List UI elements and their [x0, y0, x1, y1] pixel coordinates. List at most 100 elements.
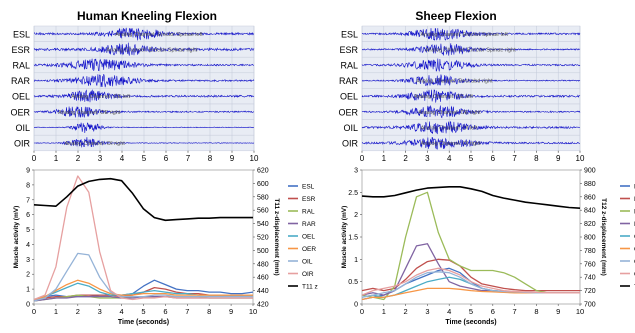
left-line-ytick-label: 3 [26, 257, 30, 264]
left-line-y2tick-label: 420 [257, 302, 269, 309]
left-line-series-oil [33, 252, 253, 302]
right-emg-signal-ral [361, 58, 581, 72]
right-line-series-oir [361, 267, 580, 296]
left-line-y2tick-label: 440 [257, 288, 269, 295]
right-line-xtick-label: 0 [360, 307, 364, 316]
right-emg-xtick-label: 2 [403, 154, 408, 163]
left-line-chart: 0123456789420440460480500520540560580600… [13, 168, 318, 327]
right-line-series-t12-z [361, 186, 581, 209]
right-line-xtick-label: 1 [382, 307, 386, 316]
left-emg-channel-label-oel: OEL [12, 92, 30, 102]
left-emg-xtick-label: 9 [230, 154, 235, 163]
right-line-ytick-label: 1.5 [348, 235, 358, 242]
left-emg-xtick-label: 1 [54, 154, 59, 163]
left-line-y2tick-label: 460 [257, 275, 269, 282]
left-line-xtick-label: 6 [163, 307, 167, 316]
left-emg-channel-annotation-oer: Analog Channel: OE right [58, 110, 121, 116]
right-line-y2tick-label: 880 [584, 181, 596, 188]
left-emg-signal-ral [33, 58, 255, 71]
right-emg-xtick-label: 8 [534, 154, 539, 163]
left-emg-xtick-label: 10 [250, 154, 259, 163]
right-line-xtick-label: 7 [513, 307, 517, 316]
left-emg-signal-esr [33, 42, 255, 56]
right-emg-channel-annotation-oir: Analog Channel: OI right [420, 141, 481, 147]
left-emg-signal-oel [33, 89, 255, 103]
left-line-y2tick-label: 580 [257, 194, 269, 201]
left-emg-title: Human Kneeling Flexion [77, 9, 217, 23]
left-line-xtick-label: 9 [229, 307, 233, 316]
right-emg-channel-label-oil: OIL [343, 123, 358, 133]
right-emg-xtick-label: 6 [491, 154, 496, 163]
left-line-legend-label: OEL [302, 234, 315, 241]
left-line-legend-label: OIR [302, 271, 314, 278]
left-line-ytick-label: 0 [26, 302, 30, 309]
left-line-legend-label: RAR [302, 221, 316, 228]
right-emg-signal-esr [362, 43, 581, 56]
left-line-xtick-label: 8 [207, 307, 211, 316]
right-emg-signal-esl [361, 28, 581, 41]
left-line-legend-label: ESL [302, 184, 315, 191]
left-line-ytick-label: 6 [26, 212, 30, 219]
left-line-ylabel: Muscle activity (mV) [13, 206, 20, 269]
left-line-ytick-label: 4 [26, 242, 30, 249]
left-line-legend-label: OIL [302, 259, 313, 266]
right-line-ytick-label: 0 [354, 302, 358, 309]
left-emg-xtick-label: 6 [164, 154, 169, 163]
left-emg-channel-annotation-esl: Analog Channel: Erector Spinae left [115, 32, 203, 38]
right-line-xtick-label: 5 [469, 307, 473, 316]
right-emg-xtick-label: 0 [360, 154, 365, 163]
right-emg-channel-label-esl: ESL [341, 29, 358, 39]
right-emg-signal-rar [361, 74, 581, 87]
left-line-y2tick-label: 520 [257, 235, 269, 242]
right-line-y2tick-label: 760 [584, 261, 596, 268]
left-emg-signal-esl [34, 27, 255, 41]
right-line-chart: 00.511.522.53700720740760780800820840860… [341, 168, 635, 327]
right-emg-xtick-label: 4 [447, 154, 452, 163]
right-line-ytick-label: 1 [354, 257, 358, 264]
right-line-ytick-label: 3 [354, 168, 358, 175]
right-line-y2tick-label: 700 [584, 302, 596, 309]
right-line-ytick-label: 2 [354, 212, 358, 219]
left-emg-xtick-label: 0 [32, 154, 37, 163]
right-line-xlabel: Time (seconds) [445, 319, 496, 326]
left-emg-xtick-label: 8 [208, 154, 213, 163]
right-line-ytick-label: 0.5 [348, 279, 358, 286]
left-line-xtick-label: 5 [141, 307, 145, 316]
right-emg-signal-oel [361, 89, 581, 103]
right-line-xtick-label: 10 [576, 307, 584, 316]
left-line-ytick-label: 2 [26, 272, 30, 279]
right-emg-xtick-label: 5 [469, 154, 474, 163]
left-emg-signal-rar [33, 74, 255, 88]
right-emg-xtick-label: 10 [576, 154, 585, 163]
left-line-y2tick-label: 500 [257, 248, 269, 255]
left-line-xtick-label: 1 [54, 307, 58, 316]
right-emg-channel-label-oel: OEL [340, 92, 358, 102]
right-emg-signal-oer [361, 104, 581, 119]
left-emg-channel-annotation-oir: Analog Channel: OI right [65, 141, 126, 147]
left-emg-xtick-label: 4 [120, 154, 125, 163]
left-line-ytick-label: 7 [26, 197, 30, 204]
right-line-y2tick-label: 720 [584, 288, 596, 295]
right-line-y2tick-label: 900 [584, 168, 596, 175]
left-emg-panel: ESL Analog Channel: Erector Spinae left ES… [10, 25, 259, 163]
right-emg-channel-annotation-oer: Analog Channel: OE right [418, 110, 481, 116]
left-emg-channel-annotation-esr: Analog Channel: Erector Spinae right [106, 47, 197, 53]
right-emg-panel: ESL Analog Channel: Erector Spinae left ES… [338, 25, 585, 163]
right-line-series-esr [361, 258, 580, 292]
right-emg-channel-annotation-oil: Analog Channel: OI left [420, 125, 477, 131]
right-emg-channel-annotation-oel: Analog Channel: OE left [414, 94, 473, 100]
left-line-xtick-label: 0 [32, 307, 36, 316]
right-emg-xtick-label: 1 [382, 154, 387, 163]
right-line-ylabel: Muscle activity (mV) [341, 206, 348, 269]
right-line-ytick-label: 2.5 [348, 190, 358, 197]
left-line-series-oir [33, 175, 253, 301]
left-line-legend-label: ESR [302, 196, 316, 203]
right-emg-xtick-label: 7 [512, 154, 517, 163]
right-line-y2tick-label: 840 [584, 208, 596, 215]
right-line-xtick-label: 9 [556, 307, 560, 316]
left-line-y2tick-label: 600 [257, 181, 269, 188]
right-emg-channel-label-esr: ESR [339, 45, 358, 55]
left-line-xtick-label: 10 [249, 307, 257, 316]
